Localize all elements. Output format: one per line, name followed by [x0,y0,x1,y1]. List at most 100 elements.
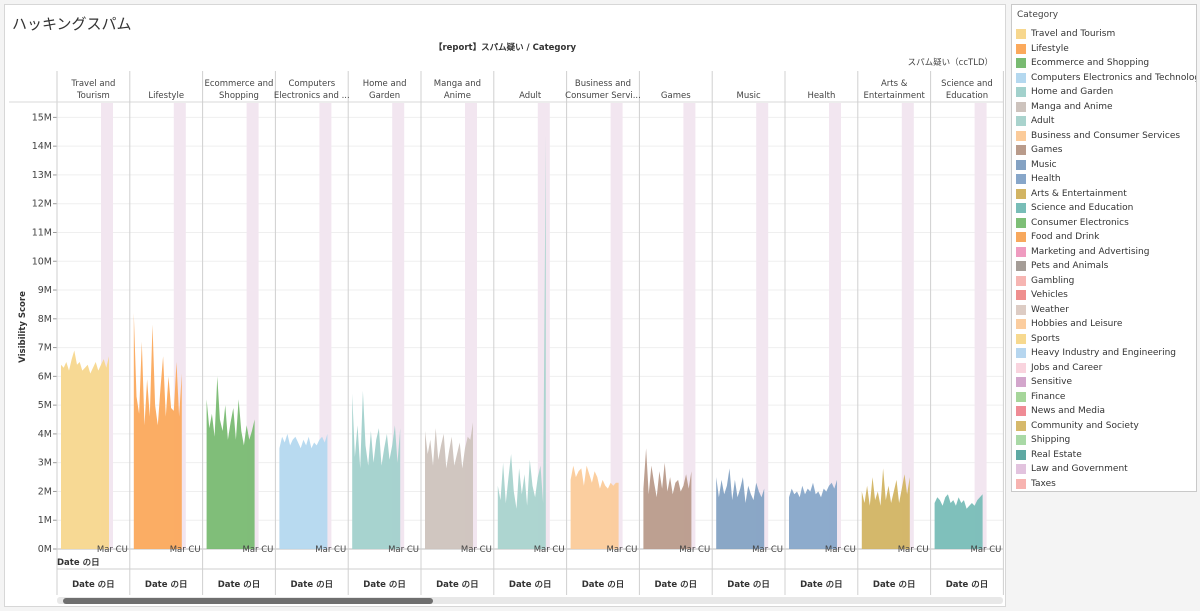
scrollbar-thumb[interactable] [63,598,433,604]
y-tick-label: 8M [38,314,52,325]
panel-header-label: Home and [363,79,407,89]
legend-swatch [1016,232,1026,242]
legend-label: Law and Government [1031,464,1128,474]
legend-swatch [1016,203,1026,213]
legend-label: Real Estate [1031,449,1082,460]
legend-item[interactable]: Finance [1016,390,1194,404]
legend-item[interactable]: Consumer Electronics [1016,216,1194,230]
legend-swatch [1016,304,1026,315]
legend-item[interactable]: Food and Drink [1016,230,1194,244]
legend-item[interactable]: Travel and Tourism [1016,27,1194,41]
legend-label: Home and Garden [1031,87,1114,97]
legend-swatch [1016,362,1026,373]
legend-label: Heavy Industry and Engineering [1031,348,1177,358]
legend-swatch [1016,420,1026,431]
legend-label: Sensitive [1031,377,1073,387]
chart-header: 【report】スパム疑い / Category [433,43,577,53]
legend-item[interactable]: Heavy Industry and Engineering [1016,346,1194,360]
y-tick-label: 15M [32,112,52,123]
legend-item[interactable]: Computers Electronics and Technology [1016,71,1196,85]
legend-label: Marketing and Advertising [1031,246,1150,257]
legend-item[interactable]: Sensitive [1016,375,1194,389]
legend-swatch [1016,58,1026,68]
legend-item[interactable]: Hobbies and Leisure [1016,317,1194,331]
legend-item[interactable]: Business and Consumer Services [1016,129,1194,143]
legend-label: Consumer Electronics [1031,217,1129,228]
legend-swatch [1016,435,1026,445]
panel-header-label: Ecommerce and [205,79,274,89]
legend-label: Games [1031,145,1063,155]
legend-item[interactable]: Games [1016,143,1194,157]
legend-item[interactable]: Community and Society [1016,419,1194,433]
y-tick-label: 2M [38,486,52,497]
panel-header-label: Adult [519,91,542,101]
x-axis-title: Date の日 [946,580,989,590]
legend-swatch [1016,130,1026,141]
legend-swatch [1016,464,1026,474]
legend-item[interactable]: Pets and Animals [1016,259,1194,273]
chart-panel: ハッキングスパム 【report】スパム疑い / Category スパム疑い（… [4,4,1006,607]
x-axis-title: Date の日 [509,580,552,590]
legend-item[interactable]: Taxes [1016,477,1194,491]
legend-item[interactable]: Health [1016,172,1194,186]
y-tick-label: 11M [32,227,52,238]
highlight-band [901,103,914,549]
legend-item[interactable]: Shipping [1016,433,1194,447]
panel-header-label: Lifestyle [148,91,184,101]
legend-swatch [1016,246,1026,257]
legend-label: Music [1031,159,1057,170]
legend-item[interactable]: Marketing and Advertising [1016,245,1194,259]
x-axis-title: Date の日 [800,580,843,590]
legend-label: Taxes [1031,478,1056,489]
legend-label: Jobs and Career [1031,362,1103,373]
legend-label: Food and Drink [1031,232,1100,242]
highlight-band [974,103,987,549]
panel-header-label: Games [661,91,691,101]
legend-label: Ecommerce and Shopping [1031,58,1150,68]
highlight-band [756,103,769,549]
column-field-label: スパム疑い（ccTLD） [907,58,993,68]
panel-header-label: Entertainment [864,91,926,101]
legend-item[interactable]: Sports [1016,332,1194,346]
legend-item[interactable]: Manga and Anime [1016,100,1194,114]
legend-title: Category [1017,10,1059,20]
y-tick-label: 7M [38,343,52,354]
x-axis-title: Date の日 [873,580,916,590]
legend-item[interactable]: Science and Education [1016,201,1194,215]
legend-label: Hobbies and Leisure [1031,319,1123,329]
legend-item[interactable]: Gambling [1016,274,1194,288]
panel-header-label: Arts & [881,79,908,89]
y-tick-label: 5M [38,400,52,411]
y-tick-label: 10M [32,256,52,267]
panel-header-label: Education [946,91,988,101]
legend-label: Science and Education [1031,203,1134,213]
legend-swatch [1016,406,1026,416]
legend-item[interactable]: Ecommerce and Shopping [1016,56,1194,70]
area-series [425,422,473,549]
x-axis-title: Date の日 [727,580,770,590]
legend-item[interactable]: Arts & Entertainment [1016,187,1194,201]
legend-swatch [1016,174,1026,184]
legend-label: Arts & Entertainment [1031,188,1127,199]
legend-swatch [1016,101,1026,112]
horizontal-scrollbar[interactable] [57,597,1003,604]
legend-item[interactable]: News and Media [1016,404,1194,418]
legend-label: Vehicles [1031,290,1068,300]
legend: Category Travel and Tourism Lifestyle Ecom… [1011,4,1197,492]
area-series [716,468,765,549]
legend-item[interactable]: Vehicles [1016,288,1194,302]
x-tick-label: Mar CU [825,545,856,555]
legend-item[interactable]: Music [1016,158,1194,172]
legend-item[interactable]: Law and Government [1016,462,1194,476]
x-tick-label: Mar CU [97,545,128,555]
legend-item[interactable]: Weather [1016,303,1194,317]
legend-item[interactable]: Jobs and Career [1016,361,1194,375]
legend-item[interactable]: Adult [1016,114,1194,128]
legend-swatch [1016,478,1026,489]
legend-item[interactable]: Lifestyle [1016,42,1194,56]
legend-item[interactable]: Real Estate [1016,448,1194,462]
highlight-band [683,103,696,549]
legend-label: Business and Consumer Services [1031,130,1181,141]
legend-item[interactable]: Home and Garden [1016,85,1194,99]
y-tick-label: 3M [38,458,52,469]
